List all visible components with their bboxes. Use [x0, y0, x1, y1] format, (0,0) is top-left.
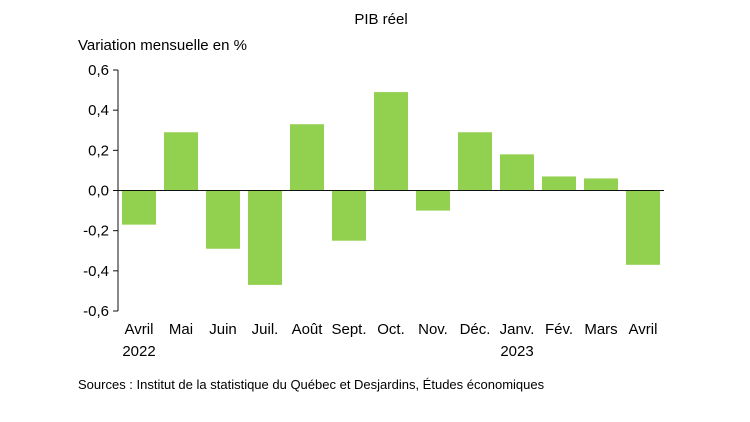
bars	[122, 92, 660, 285]
x-year-label: 2022	[122, 343, 155, 360]
x-tick-label: Avril	[629, 321, 658, 338]
y-tick-label: 0,6	[88, 62, 109, 79]
bar	[374, 92, 408, 191]
bar	[164, 132, 198, 191]
x-tick-label: Juil.	[252, 321, 279, 338]
bar	[332, 190, 366, 241]
x-tick-label: Déc.	[460, 321, 491, 338]
bar	[416, 190, 450, 211]
y-axis-label: Variation mensuelle en %	[78, 37, 247, 54]
y-tick-label: -0,2	[83, 223, 109, 240]
y-axis-ticks: 0,6 0,4 0,2 0,0 -0,2 -0,4 -0,6	[83, 62, 118, 320]
x-year-label: 2023	[500, 343, 533, 360]
x-tick-label: Fév.	[545, 321, 573, 338]
bar	[458, 132, 492, 191]
x-tick-label: Oct.	[377, 321, 405, 338]
y-tick-label: 0,0	[88, 183, 109, 200]
x-tick-label: Janv.	[500, 321, 535, 338]
bar	[248, 190, 282, 285]
bar	[626, 190, 660, 265]
bar	[122, 190, 156, 225]
bar	[206, 190, 240, 249]
x-tick-label: Mai	[169, 321, 193, 338]
y-tick-label: -0,6	[83, 303, 109, 320]
source-note: Sources : Institut de la statistique du …	[78, 377, 545, 392]
bar	[584, 178, 618, 191]
x-tick-label: Sept.	[331, 321, 366, 338]
x-tick-label: Nov.	[418, 321, 448, 338]
y-tick-label: 0,2	[88, 142, 109, 159]
y-tick-label: -0,4	[83, 263, 109, 280]
x-tick-label: Juin	[209, 321, 237, 338]
bar	[542, 176, 576, 191]
chart-title: PIB réel	[354, 11, 407, 28]
x-tick-label: Mars	[584, 321, 617, 338]
y-tick-label: 0,4	[88, 102, 109, 119]
x-tick-label: Avril	[125, 321, 154, 338]
x-axis-labels: Avril Mai Juin Juil. Août Sept. Oct. Nov. Déc. Ja…	[122, 321, 657, 360]
bar	[290, 124, 324, 191]
bar	[500, 154, 534, 191]
x-tick-label: Août	[292, 321, 324, 338]
